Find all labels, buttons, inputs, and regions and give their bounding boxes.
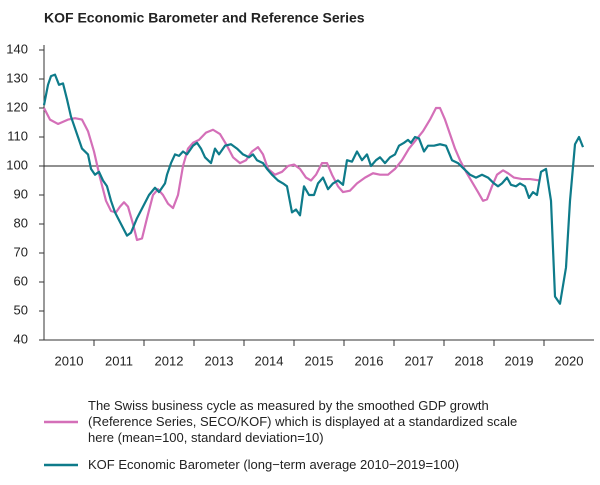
x-tick-label: 2014 <box>255 353 284 368</box>
legend-label: KOF Economic Barometer (long−term averag… <box>88 457 460 472</box>
chart-title: KOF Economic Barometer and Reference Ser… <box>44 10 365 26</box>
legend-entry: The Swiss business cycle as measured by … <box>0 398 560 448</box>
series-line <box>42 73 585 305</box>
y-tick-label: 120 <box>6 99 28 114</box>
x-tick-label: 2015 <box>305 353 334 368</box>
x-tick-label: 2013 <box>205 353 234 368</box>
y-tick-label: 90 <box>14 186 28 201</box>
legend-swatch <box>44 420 78 424</box>
x-tick-label: 2016 <box>355 353 384 368</box>
y-tick-label: 50 <box>14 302 28 317</box>
y-tick-label: 80 <box>14 215 28 230</box>
legend-entry: KOF Economic Barometer (long−term averag… <box>0 457 560 477</box>
legend-label: The Swiss business cycle as measured by … <box>88 398 518 445</box>
y-tick-label: 60 <box>14 273 28 288</box>
y-tick-label: 140 <box>6 41 28 56</box>
x-tick-label: 2011 <box>105 353 133 368</box>
legend-swatch <box>44 463 78 467</box>
y-tick-label: 70 <box>14 244 28 259</box>
y-tick-label: 130 <box>6 70 28 85</box>
x-tick-label: 2020 <box>555 353 584 368</box>
y-tick-label: 40 <box>14 331 28 346</box>
x-tick-label: 2018 <box>455 353 484 368</box>
x-tick-label: 2012 <box>155 353 184 368</box>
x-tick-label: 2019 <box>505 353 534 368</box>
x-tick-label: 2017 <box>405 353 434 368</box>
y-tick-label: 100 <box>6 157 28 172</box>
x-tick-label: 2010 <box>55 353 84 368</box>
series-line <box>43 106 541 242</box>
y-tick-label: 110 <box>7 128 28 143</box>
chart: KOF Economic Barometer and Reference Ser… <box>6 10 594 368</box>
